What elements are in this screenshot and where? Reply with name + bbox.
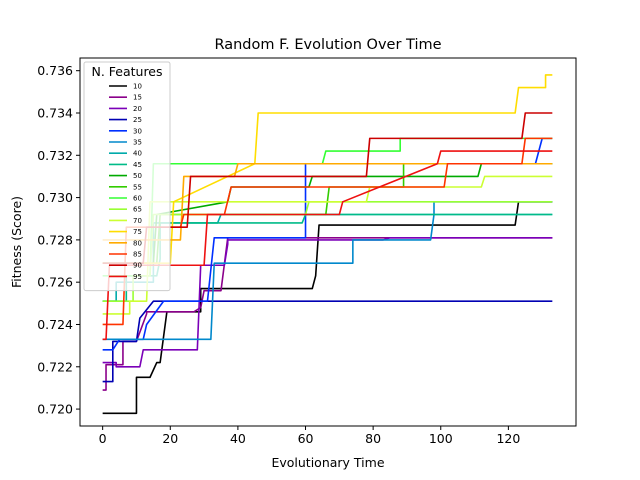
- x-tick-label: 60: [298, 431, 314, 446]
- legend-label-85: 85: [133, 251, 142, 259]
- legend-label-50: 50: [133, 172, 142, 180]
- legend-label-25: 25: [133, 116, 142, 124]
- legend-label-40: 40: [133, 150, 142, 158]
- x-tick-label: 120: [496, 431, 520, 446]
- y-tick-label: 0.732: [37, 148, 73, 163]
- series-line-10: [102, 201, 553, 415]
- y-axis-ticks: 0.720 0.722 0.724 0.726 0.728 0.730 0.732 0.734…: [37, 63, 80, 417]
- series-line-70: [102, 175, 553, 315]
- legend: N. Features 10 15 20 25 30 35 40 45 50 55 60 65 70 75…: [83, 61, 171, 292]
- y-tick-label: 0.722: [37, 359, 73, 374]
- x-tick-label: 40: [230, 431, 246, 446]
- series-line-15: [102, 236, 553, 391]
- legend-label-95: 95: [133, 273, 142, 281]
- y-tick-label: 0.726: [37, 275, 73, 290]
- y-tick-label: 0.728: [37, 232, 73, 247]
- y-tick-label: 0.736: [37, 63, 73, 78]
- legend-label-70: 70: [133, 217, 142, 225]
- legend-entries: 10 15 20 25 30 35 40 45 50 55 60 65 70 75 80 85 90 95: [109, 83, 142, 281]
- x-tick-label: 100: [429, 431, 453, 446]
- legend-label-45: 45: [133, 161, 142, 169]
- legend-title: N. Features: [91, 64, 162, 79]
- x-axis-label: Evolutionary Time: [271, 455, 384, 470]
- x-tick-label: 80: [365, 431, 381, 446]
- y-tick-label: 0.724: [37, 317, 73, 332]
- x-tick-label: 20: [162, 431, 178, 446]
- x-tick-label: 0: [99, 431, 107, 446]
- legend-label-90: 90: [133, 262, 142, 270]
- y-axis-label: Fitness (Score): [9, 196, 24, 288]
- legend-label-35: 35: [133, 139, 142, 147]
- legend-label-65: 65: [133, 206, 142, 214]
- legend-label-15: 15: [133, 94, 142, 102]
- y-tick-label: 0.720: [37, 402, 73, 417]
- legend-label-75: 75: [133, 228, 142, 236]
- legend-label-20: 20: [133, 105, 142, 113]
- chart-title: Random F. Evolution Over Time: [214, 37, 441, 53]
- legend-label-60: 60: [133, 195, 142, 203]
- plot-frame: [79, 57, 577, 427]
- series-line-25: [102, 300, 553, 383]
- legend-label-55: 55: [133, 183, 142, 191]
- y-tick-label: 0.730: [37, 190, 73, 205]
- legend-label-30: 30: [133, 127, 142, 135]
- x-axis-ticks: 0 20 40 60 80 100 120: [99, 426, 520, 446]
- legend-label-80: 80: [133, 239, 142, 247]
- series-line-75: [102, 74, 553, 264]
- series-line-95: [102, 150, 553, 341]
- legend-label-10: 10: [133, 83, 142, 91]
- series-line-80: [102, 162, 553, 241]
- y-tick-label: 0.734: [37, 105, 73, 120]
